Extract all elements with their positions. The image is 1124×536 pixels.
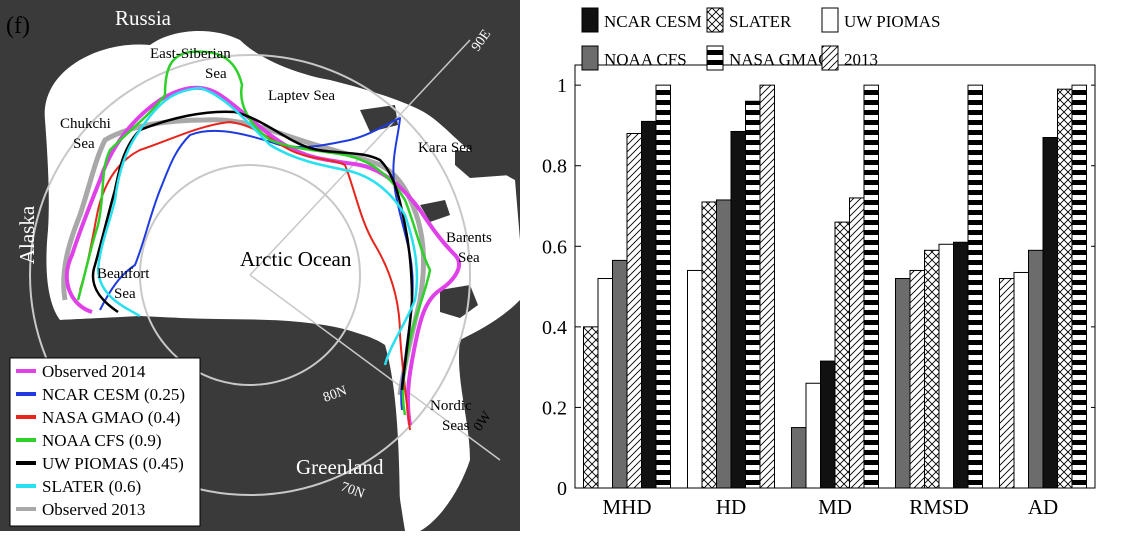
bar — [641, 120, 657, 489]
bar — [863, 84, 879, 489]
map-legend-label: Observed 2013 — [42, 500, 145, 519]
label-nordic-seas: Seas — [442, 418, 470, 434]
chart-legend-label: NOAA CFS — [604, 50, 687, 69]
bar — [583, 326, 599, 489]
bar — [626, 132, 642, 489]
map-legend-label: NOAA CFS (0.9) — [42, 431, 162, 450]
y-tick-label: 0 — [557, 478, 567, 500]
chart-legend-label: NASA GMAO — [729, 50, 831, 69]
bar-chart-panel: 0 0.2 0.4 0.6 0.8 1 MHD HD MD RMSD AD NCAR CESM NOA… — [520, 0, 1124, 531]
latitude-circle-80n — [139, 164, 361, 386]
meridian-0w — [249, 274, 501, 461]
bar — [1042, 137, 1058, 489]
bar — [1057, 88, 1073, 489]
bar — [1071, 84, 1087, 489]
map-legend-label: NASA GMAO (0.4) — [42, 408, 180, 427]
chart-legend-label: UW PIOMAS — [844, 12, 941, 31]
x-tick-label: MD — [818, 495, 852, 519]
bar — [953, 241, 969, 489]
label-chukchi-sea: Sea — [73, 136, 95, 152]
chart-legend-swatch — [821, 45, 839, 71]
bar — [895, 278, 911, 489]
y-tick-label: 0.8 — [542, 156, 567, 178]
x-tick-label: AD — [1028, 495, 1058, 519]
latitude-circle-70n — [29, 54, 471, 496]
bar — [938, 243, 954, 489]
chart-legend-swatch — [706, 45, 724, 71]
label-nordic: Nordic — [430, 398, 472, 414]
chart-bars — [583, 84, 1087, 489]
map-legend: Observed 2014 NCAR CESM (0.25) NASA GMAO (… — [9, 357, 201, 527]
bar — [730, 130, 746, 489]
contour-uw-piomas — [91, 110, 414, 391]
chart-legend: NCAR CESM NOAA CFS SLATER NASA GMAO UW PIOMA… — [581, 7, 941, 71]
island-canadian-archipelago — [60, 316, 200, 350]
map-legend-label: UW PIOMAS (0.45) — [42, 454, 184, 473]
y-tick-label: 0.4 — [542, 317, 567, 339]
bar — [834, 221, 850, 489]
chart-legend-swatch — [821, 7, 839, 33]
label-beaufort-sea: Sea — [114, 286, 136, 302]
chart-legend-label: NCAR CESM — [604, 12, 702, 31]
bar — [655, 84, 671, 489]
chart-legend-label: 2013 — [844, 50, 878, 69]
contour-observed-2014 — [64, 85, 461, 426]
x-tick-label: HD — [716, 495, 746, 519]
bar — [687, 269, 703, 489]
bar — [909, 269, 925, 489]
bar — [924, 249, 940, 489]
bar — [745, 100, 761, 489]
map-legend-label: SLATER (0.6) — [42, 477, 141, 496]
panel-label: (f) — [6, 13, 30, 39]
label-greenland: Greenland — [296, 455, 384, 479]
bar — [999, 278, 1015, 489]
chart-legend-label: SLATER — [729, 12, 792, 31]
label-arctic-ocean: Arctic Ocean — [240, 247, 352, 271]
chart-legend-swatch — [581, 45, 599, 71]
island-novaya-zemlya — [455, 150, 510, 178]
y-tick-label: 0.2 — [542, 397, 567, 419]
island-franz-josef — [420, 200, 450, 222]
x-tick-label: MHD — [602, 495, 651, 519]
arctic-map-panel: Russia East-Siberian Sea Laptev Sea Chuk… — [0, 0, 520, 532]
bar — [759, 84, 775, 489]
label-alaska: Alaska — [15, 205, 39, 264]
bar — [805, 382, 821, 489]
bar — [701, 201, 717, 489]
label-laptev-sea: Laptev Sea — [268, 88, 335, 104]
contour-nasa-gmao — [79, 121, 411, 431]
label-chukchi: Chukchi — [60, 116, 111, 132]
chart-legend-swatch — [706, 7, 724, 33]
label-east-siberian-sea: Sea — [205, 66, 227, 82]
label-russia: Russia — [115, 6, 172, 30]
y-tick-label: 1 — [557, 75, 567, 97]
label-barents-sea: Sea — [458, 250, 480, 266]
contour-observed-2013 — [61, 117, 426, 396]
bar — [612, 259, 628, 489]
bar — [820, 360, 836, 489]
map-legend-label: NCAR CESM (0.25) — [42, 385, 185, 404]
label-east-siberian: East-Siberian — [150, 46, 231, 62]
bar — [1013, 271, 1029, 489]
bar — [849, 197, 865, 489]
chart-legend-swatch — [581, 7, 599, 33]
bar — [597, 278, 613, 489]
map-legend-box — [9, 357, 201, 527]
label-kara-sea: Kara Sea — [418, 140, 473, 156]
y-tick-label: 0.6 — [542, 236, 567, 258]
bar — [967, 84, 983, 489]
map-legend-label: Observed 2014 — [42, 362, 146, 381]
bar — [1028, 249, 1044, 489]
bar — [791, 427, 807, 489]
island-severnaya — [360, 105, 398, 132]
bar — [716, 199, 732, 489]
label-barents: Barents — [446, 230, 492, 246]
label-beaufort: Beaufort — [97, 266, 150, 282]
contour-slater — [96, 86, 419, 366]
x-tick-label: RMSD — [909, 495, 969, 519]
arctic-map: Russia East-Siberian Sea Laptev Sea Chuk… — [0, 0, 520, 532]
greenland-landmass — [280, 328, 400, 531]
bar-chart: 0 0.2 0.4 0.6 0.8 1 MHD HD MD RMSD AD NCAR CESM NOA… — [542, 7, 1096, 519]
